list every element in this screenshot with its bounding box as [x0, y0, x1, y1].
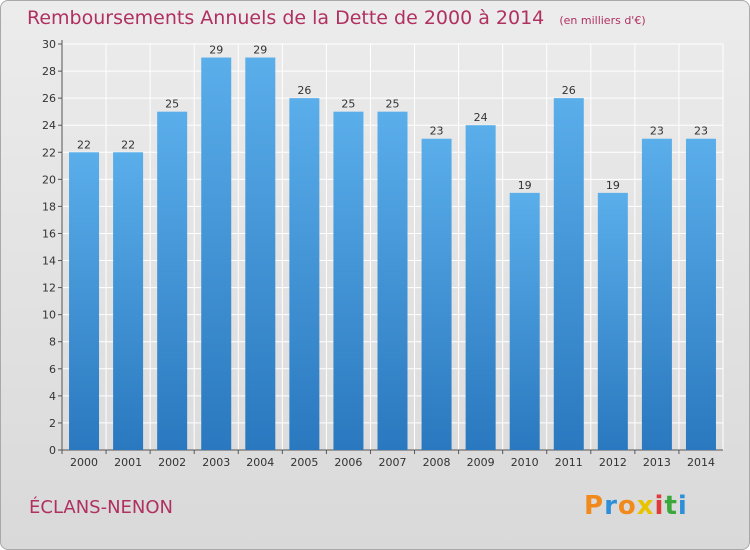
y-tick-label: 2 — [49, 417, 56, 430]
value-label: 23 — [650, 125, 664, 138]
y-tick-label: 24 — [42, 119, 56, 132]
x-tick-label: 2014 — [687, 456, 715, 469]
value-label: 25 — [165, 98, 179, 111]
value-label: 19 — [606, 179, 620, 192]
bar-2013 — [641, 138, 672, 450]
value-label: 19 — [518, 179, 532, 192]
value-label: 26 — [562, 84, 576, 97]
chart-title-main: Remboursements Annuels de la Dette de 20… — [27, 7, 545, 29]
bar-2001 — [113, 152, 144, 450]
bar-2006 — [333, 111, 364, 451]
value-label: 26 — [297, 84, 311, 97]
x-tick-label: 2009 — [467, 456, 495, 469]
y-tick-label: 22 — [42, 146, 56, 159]
bar-2011 — [553, 98, 584, 450]
logo-letter: P — [584, 491, 605, 521]
x-tick-label: 2012 — [599, 456, 627, 469]
value-label: 24 — [474, 111, 488, 124]
bar-2000 — [69, 152, 100, 450]
chart-title-unit: (en milliers d'€) — [559, 14, 646, 27]
value-label: 25 — [386, 98, 400, 111]
commune-name: ÉCLANS-NENON — [29, 497, 174, 518]
chart-title: Remboursements Annuels de la Dette de 20… — [27, 7, 646, 29]
x-tick-label: 2005 — [290, 456, 318, 469]
value-label: 22 — [121, 138, 135, 151]
bar-2009 — [465, 125, 496, 450]
x-tick-label: 2008 — [423, 456, 451, 469]
bar-2014 — [685, 138, 716, 450]
y-tick-label: 26 — [42, 92, 56, 105]
y-tick-label: 30 — [42, 38, 56, 51]
y-tick-label: 18 — [42, 200, 56, 213]
y-tick-label: 16 — [42, 227, 56, 240]
y-tick-label: 14 — [42, 255, 56, 268]
x-tick-label: 2000 — [70, 456, 98, 469]
bar-2003 — [201, 57, 232, 451]
x-tick-label: 2007 — [379, 456, 407, 469]
y-tick-label: 20 — [42, 173, 56, 186]
bar-2008 — [421, 138, 452, 450]
x-tick-label: 2002 — [158, 456, 186, 469]
y-tick-label: 4 — [49, 390, 56, 403]
value-label: 29 — [253, 44, 267, 57]
x-tick-label: 2001 — [114, 456, 142, 469]
x-tick-label: 2013 — [643, 456, 671, 469]
logo-letter: i — [677, 491, 688, 521]
value-label: 25 — [341, 98, 355, 111]
y-tick-label: 6 — [49, 363, 56, 376]
value-label: 22 — [77, 138, 91, 151]
y-tick-label: 12 — [42, 282, 56, 295]
value-label: 29 — [209, 44, 223, 57]
logo-letter: t — [664, 491, 678, 521]
value-label: 23 — [430, 125, 444, 138]
bar-2002 — [157, 111, 188, 451]
logo-letter: r — [604, 491, 618, 521]
bar-2012 — [597, 192, 628, 450]
y-tick-label: 10 — [42, 309, 56, 322]
logo-letter: x — [636, 491, 655, 521]
y-tick-label: 0 — [49, 444, 56, 457]
x-tick-label: 2011 — [555, 456, 583, 469]
bar-2004 — [245, 57, 276, 451]
x-tick-label: 2006 — [334, 456, 362, 469]
bar-2005 — [289, 98, 320, 450]
bar-2010 — [509, 192, 540, 450]
bar-2007 — [377, 111, 408, 451]
logo-letter: i — [654, 491, 665, 521]
x-tick-label: 2004 — [246, 456, 274, 469]
logo-letter: o — [617, 491, 637, 521]
y-tick-label: 8 — [49, 336, 56, 349]
x-tick-label: 2010 — [511, 456, 539, 469]
y-tick-label: 28 — [42, 65, 56, 78]
proxiti-logo: Proxiti — [584, 491, 688, 521]
value-label: 23 — [694, 125, 708, 138]
x-tick-label: 2003 — [202, 456, 230, 469]
